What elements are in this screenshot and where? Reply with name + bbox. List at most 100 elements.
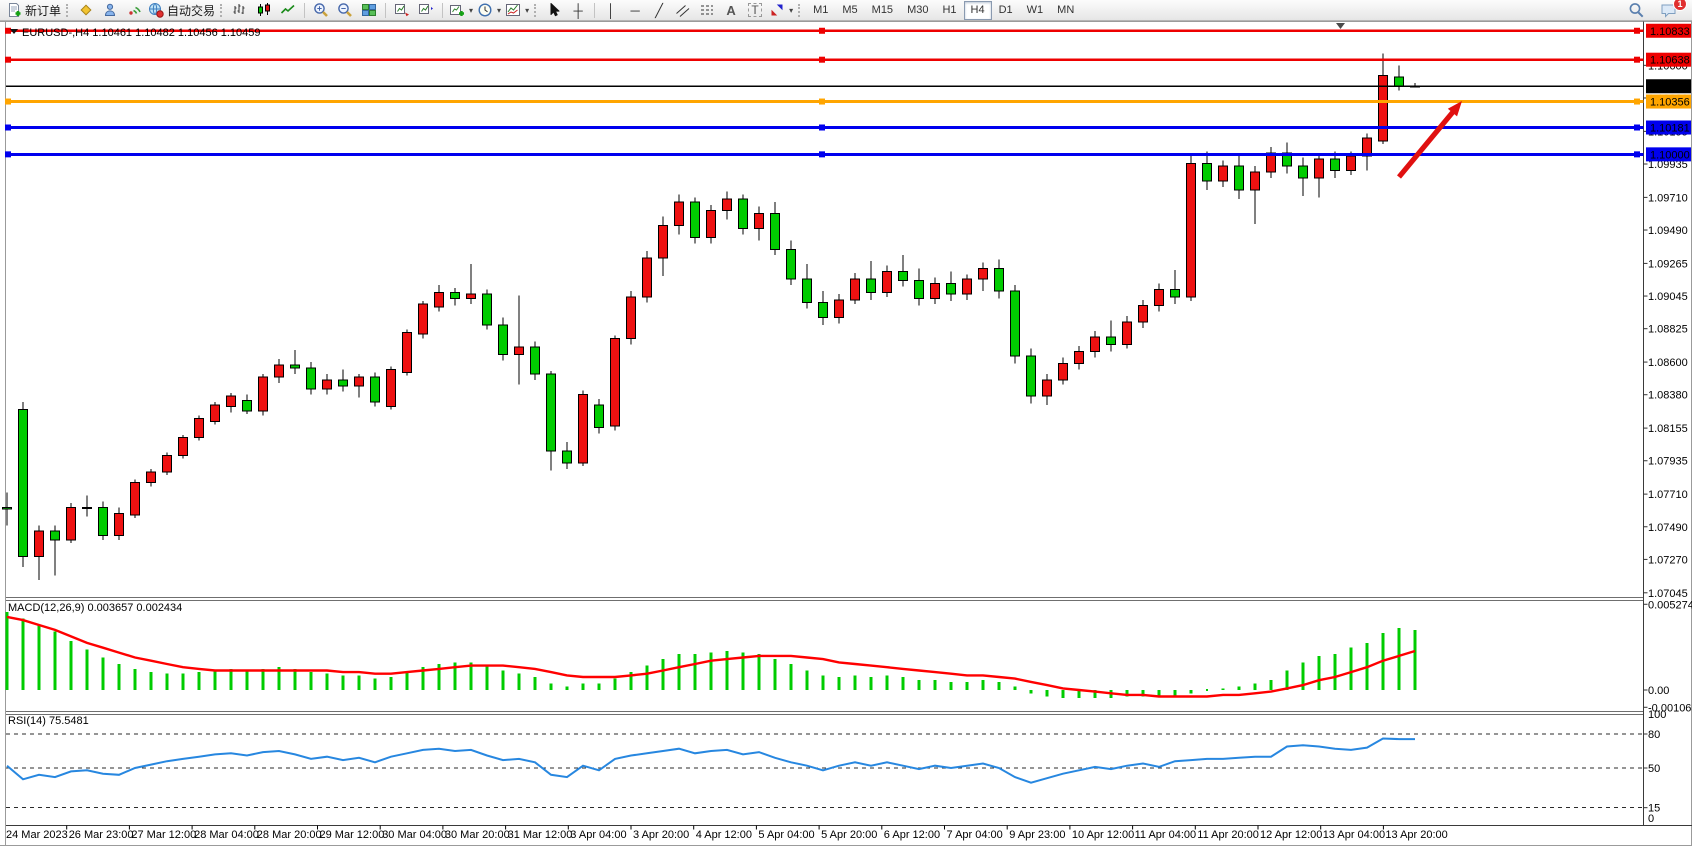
timeframe-m1[interactable]: M1 <box>813 4 829 16</box>
rsi-scale-label: 100 <box>1648 709 1666 721</box>
candle <box>274 364 284 378</box>
templates-button[interactable]: ▾ <box>503 1 531 20</box>
horizontal-line-tool[interactable]: ─ <box>623 1 647 20</box>
signals-button[interactable] <box>122 1 146 20</box>
auto-scroll-button[interactable] <box>390 1 414 20</box>
candle <box>546 373 556 452</box>
periods-button[interactable]: ▾ <box>475 1 503 20</box>
candle <box>1042 379 1052 397</box>
zoom-in-button[interactable] <box>309 1 333 20</box>
price-label-text: 1.10356 <box>1650 97 1690 109</box>
hline-handle <box>5 151 11 158</box>
price-tick-label: 1.09045 <box>1648 291 1688 303</box>
shift-marker-icon <box>1336 23 1345 29</box>
autotrading-label: 自动交易 <box>167 3 216 18</box>
price-tick-label: 1.08155 <box>1648 423 1688 435</box>
hline-handle <box>5 124 11 131</box>
candle <box>466 293 476 299</box>
timeframe-m5[interactable]: M5 <box>842 4 858 16</box>
time-tick-label: 28 Mar 20:00 <box>257 829 322 841</box>
timeframe-mn[interactable]: MN <box>1057 4 1075 16</box>
candle <box>738 198 748 230</box>
text-tool[interactable]: A <box>719 1 743 20</box>
candle <box>690 201 700 238</box>
timeframe-w1[interactable]: W1 <box>1026 4 1044 16</box>
time-tick-label: 10 Apr 12:00 <box>1072 829 1134 841</box>
horizontal-line-objects[interactable]: 1.10833 1.10638 1.10459 1.10356 1.10181 1.100… <box>5 23 1691 162</box>
title-text: EURUSD-,H4 1.10461 1.10482 1.10456 1.104… <box>22 27 261 39</box>
toolbar-right-group: 1 <box>1624 0 1688 20</box>
new-order-button[interactable]: 新订单 <box>4 1 63 20</box>
candle <box>290 364 300 369</box>
candle <box>1106 336 1116 345</box>
bar-chart-button[interactable] <box>228 1 252 20</box>
profile-button[interactable] <box>98 1 122 20</box>
macd-scale-label: -0.001063 <box>1648 702 1692 714</box>
candle <box>450 291 460 299</box>
vertical-line-tool[interactable]: │ <box>599 1 623 20</box>
chart-shift-button[interactable] <box>414 1 438 20</box>
price-tick-label: 1.07270 <box>1648 554 1688 566</box>
trendline-tool[interactable]: ╱ <box>647 1 671 20</box>
candle <box>1058 363 1068 381</box>
notifications-button[interactable]: 1 <box>1656 0 1687 20</box>
time-tick-label: 12 Apr 12:00 <box>1260 829 1322 841</box>
timeframe-m15[interactable]: M15 <box>871 4 894 16</box>
candle <box>418 303 428 335</box>
trend-arrow-annotation[interactable] <box>1396 101 1462 179</box>
hline-handle <box>1634 98 1640 105</box>
channel-tool[interactable] <box>671 1 695 20</box>
candlestick-chart-button[interactable] <box>252 1 276 20</box>
time-tick-label: 24 Mar 2023 <box>6 829 68 841</box>
market-button[interactable] <box>74 1 98 20</box>
candle <box>578 394 588 464</box>
candle <box>930 282 940 299</box>
candle <box>1330 158 1340 172</box>
macd-scale-label: 0.005274 <box>1648 599 1692 611</box>
autotrading-button[interactable]: 自动交易 <box>146 1 217 20</box>
candle <box>1074 351 1084 365</box>
fibonacci-tool[interactable] <box>695 1 719 20</box>
candle <box>722 198 732 212</box>
new-chart-button[interactable]: ▾ <box>447 1 475 20</box>
rsi-indicator-panel: RSI(14) 75.5481 100 80 50 150 <box>6 709 1666 825</box>
arrows-tool[interactable]: ▾ <box>767 1 795 20</box>
candle <box>514 346 524 356</box>
timeframe-d1[interactable]: D1 <box>998 4 1013 16</box>
search-icon <box>1628 2 1645 19</box>
time-tick-label: 6 Apr 12:00 <box>884 829 940 841</box>
tile-windows-button[interactable] <box>357 1 381 20</box>
time-tick-label: 9 Apr 23:00 <box>1009 829 1065 841</box>
candle <box>482 293 492 326</box>
line-chart-button[interactable] <box>276 1 300 20</box>
search-button[interactable] <box>1624 1 1648 20</box>
hline-handle <box>819 151 825 158</box>
price-tick-label: 1.07710 <box>1648 489 1688 501</box>
candle <box>402 331 412 373</box>
text-label-tool[interactable]: T <box>743 1 767 20</box>
candle <box>130 481 140 516</box>
candle <box>1170 288 1180 298</box>
rsi-scale-label: 80 <box>1648 729 1660 741</box>
candle <box>1154 288 1164 307</box>
price-label-box <box>1646 147 1691 162</box>
price-tick-label: 1.09935 <box>1648 159 1688 171</box>
rsi-scale-label: 50 <box>1648 763 1660 775</box>
candle <box>1314 158 1324 179</box>
candle <box>530 346 540 375</box>
candle <box>1218 165 1228 182</box>
zoom-out-button[interactable] <box>333 1 357 20</box>
cursor-button[interactable] <box>542 1 566 20</box>
timeframe-h4[interactable]: H4 <box>963 0 992 20</box>
candle <box>98 506 108 537</box>
timeframe-h1[interactable]: H1 <box>942 4 957 16</box>
rsi-label: RSI(14) 75.5481 <box>8 715 89 727</box>
timeframe-m30[interactable]: M30 <box>907 4 929 16</box>
candle <box>706 210 716 238</box>
time-tick-label: 26 Mar 23:00 <box>69 829 134 841</box>
equidistant-channel-icon <box>675 2 691 18</box>
crosshair-button[interactable]: ┼ <box>566 1 590 20</box>
clock-icon <box>477 2 493 18</box>
candle <box>626 296 636 339</box>
